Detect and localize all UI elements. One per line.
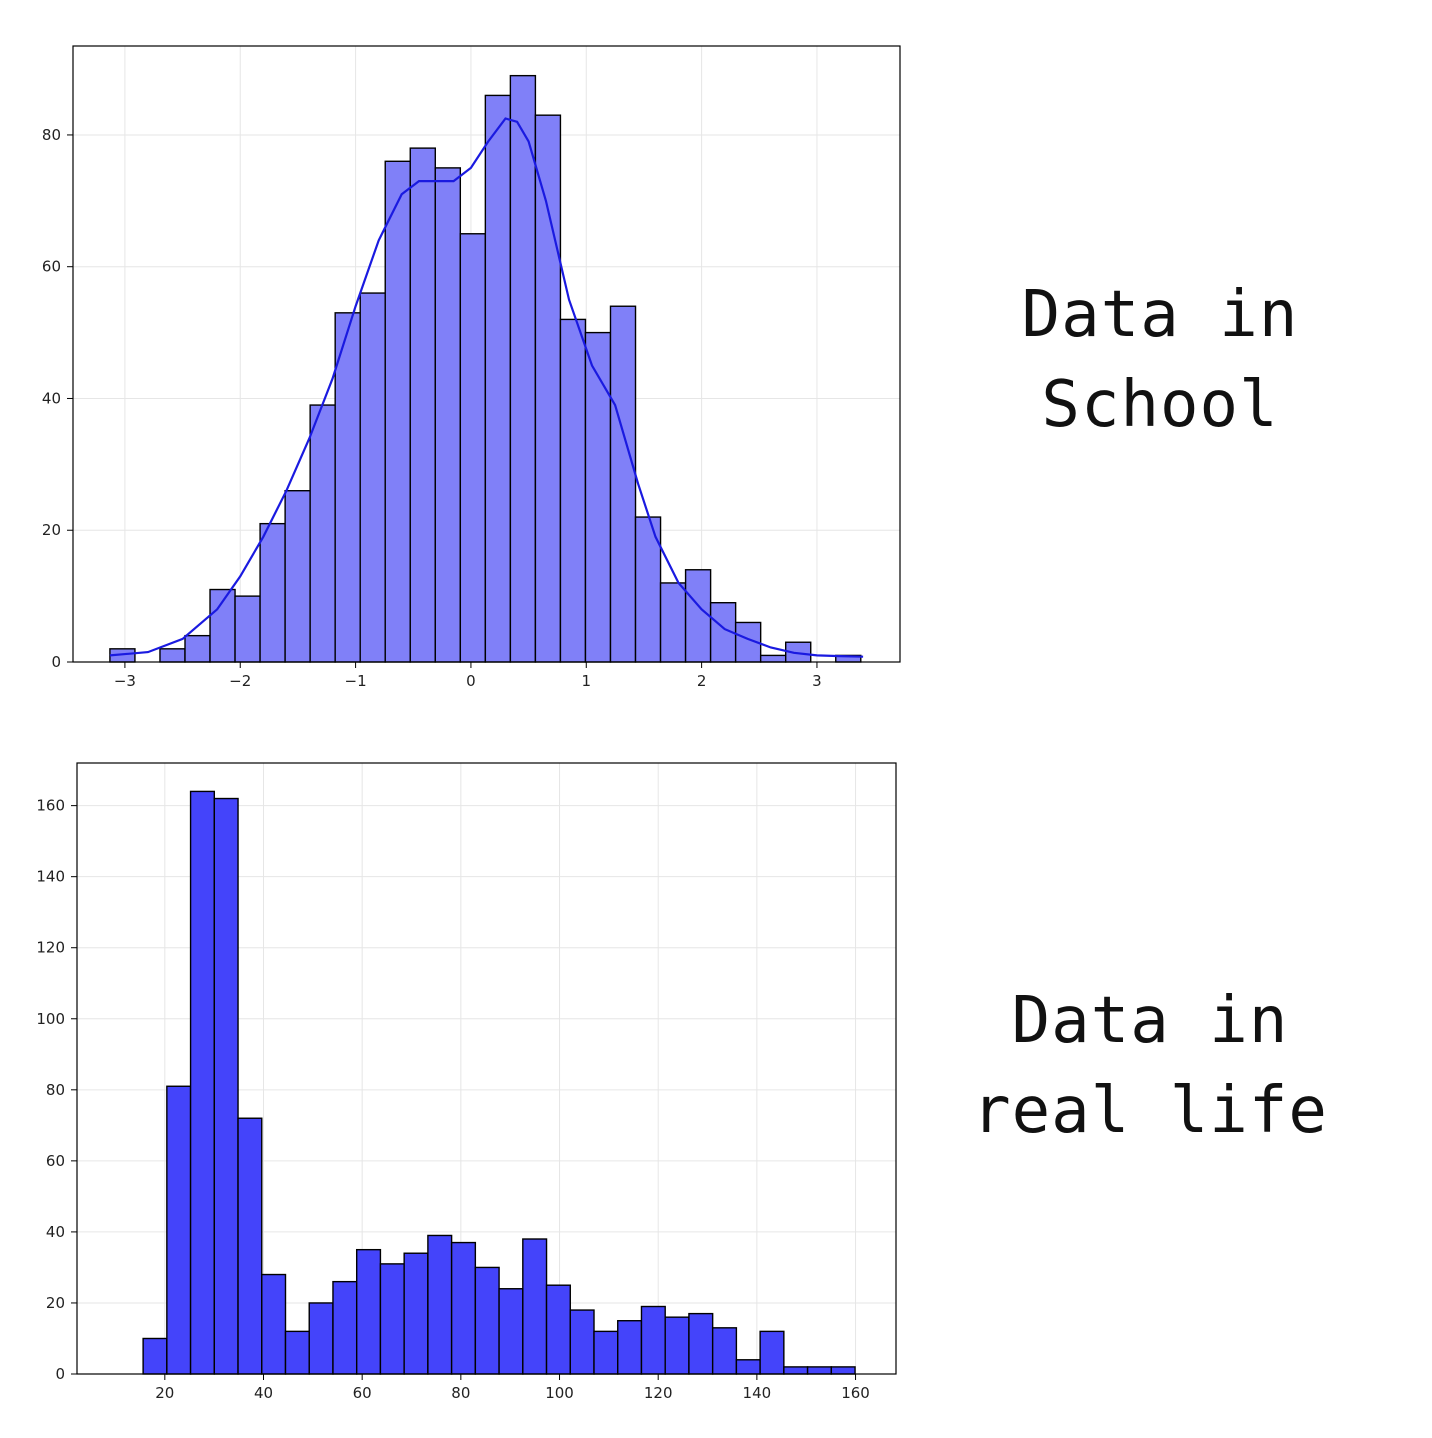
histogram-bar (640, 1305, 666, 1375)
y-tick-label: 140 (36, 868, 65, 886)
y-tick-label: 60 (46, 1152, 65, 1170)
x-tick-label: 40 (254, 1384, 273, 1402)
x-tick-label: 100 (545, 1384, 574, 1402)
x-tick-label: 120 (644, 1384, 673, 1402)
histogram-bar (284, 1330, 310, 1375)
x-tick-label: −1 (345, 672, 367, 690)
histogram-bar (664, 1316, 690, 1375)
plot-frame (72, 45, 901, 663)
histogram-bar (759, 1330, 785, 1375)
histogram-bar (459, 233, 487, 663)
x-tick-label: 20 (155, 1384, 174, 1402)
histogram-bar (309, 404, 336, 663)
y-tick-label: 40 (42, 389, 61, 407)
y-tick-label: 20 (46, 1294, 65, 1312)
x-tick-label: 60 (353, 1384, 372, 1402)
histogram-bar (634, 516, 662, 663)
x-tick-label: 80 (451, 1384, 470, 1402)
histogram-bar (261, 1273, 287, 1375)
caption-data-in-real-life: Data in real life (940, 976, 1360, 1156)
caption-bottom-line2: real life (972, 1074, 1328, 1148)
histogram-bar (484, 94, 512, 663)
y-tick-label: 160 (36, 797, 65, 815)
histogram-bar (688, 1312, 714, 1375)
histogram-bar (189, 790, 216, 1375)
histogram-bar (806, 1366, 833, 1375)
x-tick-label: 1 (581, 672, 591, 690)
caption-top-line2: School (1041, 368, 1279, 442)
histogram-school: −3 −2 −1 0 1 2 3 0 20 40 60 80 (42, 45, 901, 690)
histogram-bar (584, 331, 612, 663)
histogram-bar (213, 797, 239, 1375)
histogram-bar (259, 522, 286, 663)
y-tick-label: 120 (36, 939, 65, 957)
histogram-bar (308, 1302, 334, 1375)
y-tick-label: 60 (42, 258, 61, 276)
x-tick-label: 0 (466, 672, 476, 690)
histogram-bar (403, 1252, 429, 1375)
x-tick-label: −3 (114, 672, 136, 690)
histogram-bar (332, 1280, 358, 1375)
caption-top-line1: Data in (1021, 278, 1299, 352)
y-tick-label: 40 (46, 1223, 65, 1241)
histogram-bar (830, 1366, 856, 1375)
histogram-bar (379, 1263, 405, 1375)
y-tick-label: 80 (42, 126, 61, 144)
y-tick-label: 80 (46, 1081, 65, 1099)
x-tick-label: 3 (812, 672, 822, 690)
histogram-bar (355, 1248, 382, 1375)
histogram-bar (409, 147, 436, 663)
kde-curve (109, 117, 864, 658)
y-tick-label: 20 (42, 521, 61, 539)
histogram-bar (522, 1238, 548, 1375)
histogram-bar (359, 292, 386, 663)
y-tick-label: 0 (55, 1365, 65, 1383)
x-tick-label: −2 (229, 672, 251, 690)
plot-frame (76, 762, 897, 1375)
histogram-bar (498, 1288, 524, 1375)
caption-bottom-line1: Data in (1011, 984, 1289, 1058)
x-tick-label: 160 (841, 1384, 870, 1402)
x-tick-label: 140 (743, 1384, 772, 1402)
histogram-bar (474, 1266, 500, 1375)
histogram-bar (427, 1234, 453, 1375)
y-tick-label: 100 (36, 1010, 65, 1028)
histogram-bar (569, 1309, 595, 1375)
histogram-bar (609, 305, 637, 663)
caption-data-in-school: Data in School (950, 270, 1370, 450)
histogram-bar (450, 1241, 477, 1375)
histogram-bar (237, 1117, 263, 1375)
y-tick-label: 0 (51, 653, 61, 671)
histogram-bar (545, 1284, 571, 1375)
histogram-bar (593, 1330, 619, 1375)
histogram-bar (617, 1320, 643, 1375)
histogram-bar (711, 1327, 738, 1375)
histogram-bar (166, 1085, 192, 1375)
histogram-bar (783, 1366, 809, 1375)
histogram-bar (142, 1337, 168, 1375)
histogram-bar (735, 1359, 761, 1375)
x-tick-label: 2 (697, 672, 707, 690)
histogram-bar (559, 318, 587, 663)
